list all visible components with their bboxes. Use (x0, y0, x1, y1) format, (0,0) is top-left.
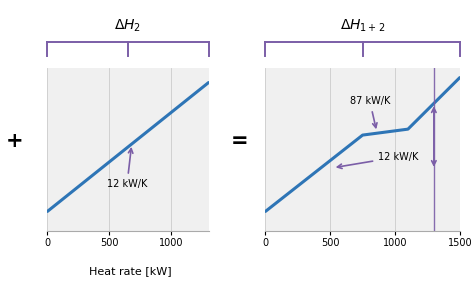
Text: 12 kW/K: 12 kW/K (107, 149, 147, 189)
Text: 87 kW/K: 87 kW/K (350, 96, 390, 127)
Text: +: + (5, 131, 23, 151)
Text: $\Delta H_{1+2}$: $\Delta H_{1+2}$ (340, 17, 385, 34)
Text: $\Delta H_2$: $\Delta H_2$ (114, 17, 142, 34)
Text: Heat rate [kW]: Heat rate [kW] (89, 266, 172, 276)
Text: =: = (230, 131, 248, 151)
Text: 12 kW/K: 12 kW/K (337, 152, 419, 169)
